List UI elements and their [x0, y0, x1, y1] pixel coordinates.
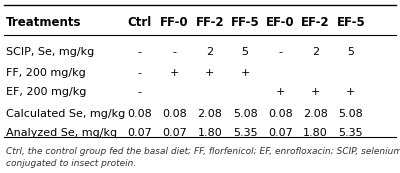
Text: 0.08: 0.08 — [268, 109, 293, 119]
Text: Calculated Se, mg/kg: Calculated Se, mg/kg — [6, 109, 125, 119]
Text: Treatments: Treatments — [6, 16, 82, 29]
Text: -: - — [137, 87, 141, 97]
Text: 5.35: 5.35 — [233, 128, 257, 138]
Text: -: - — [172, 47, 176, 57]
Text: EF, 200 mg/kg: EF, 200 mg/kg — [6, 87, 86, 97]
Text: Analyzed Se, mg/kg: Analyzed Se, mg/kg — [6, 128, 117, 138]
Text: 5.08: 5.08 — [338, 109, 363, 119]
Text: Ctrl: Ctrl — [127, 16, 151, 29]
Text: FF, 200 mg/kg: FF, 200 mg/kg — [6, 68, 86, 78]
Text: SCIP, Se, mg/kg: SCIP, Se, mg/kg — [6, 47, 94, 57]
Text: 2.08: 2.08 — [197, 109, 222, 119]
Text: 2: 2 — [312, 47, 319, 57]
Text: Ctrl, the control group fed the basal diet; FF, florfenicol; EF, enrofloxacin; S: Ctrl, the control group fed the basal di… — [6, 147, 400, 168]
Text: 2.08: 2.08 — [303, 109, 328, 119]
Text: +: + — [205, 68, 214, 78]
Text: 1.80: 1.80 — [198, 128, 222, 138]
Text: 0.08: 0.08 — [127, 109, 152, 119]
Text: EF-2: EF-2 — [301, 16, 330, 29]
Text: -: - — [137, 47, 141, 57]
Text: +: + — [276, 87, 285, 97]
Text: -: - — [137, 68, 141, 78]
Text: -: - — [278, 47, 282, 57]
Text: 5.35: 5.35 — [339, 128, 363, 138]
Text: EF-5: EF-5 — [336, 16, 365, 29]
Text: 5.08: 5.08 — [233, 109, 258, 119]
Text: 5: 5 — [242, 47, 248, 57]
Text: 2: 2 — [206, 47, 213, 57]
Text: FF-5: FF-5 — [231, 16, 260, 29]
Text: 0.07: 0.07 — [162, 128, 187, 138]
Text: +: + — [170, 68, 179, 78]
Text: EF-0: EF-0 — [266, 16, 295, 29]
Text: +: + — [240, 68, 250, 78]
Text: +: + — [311, 87, 320, 97]
Text: +: + — [346, 87, 356, 97]
Text: 1.80: 1.80 — [303, 128, 328, 138]
Text: 0.07: 0.07 — [127, 128, 152, 138]
Text: 0.07: 0.07 — [268, 128, 293, 138]
Text: FF-2: FF-2 — [196, 16, 224, 29]
Text: 0.08: 0.08 — [162, 109, 187, 119]
Text: 5: 5 — [348, 47, 354, 57]
Text: FF-0: FF-0 — [160, 16, 189, 29]
